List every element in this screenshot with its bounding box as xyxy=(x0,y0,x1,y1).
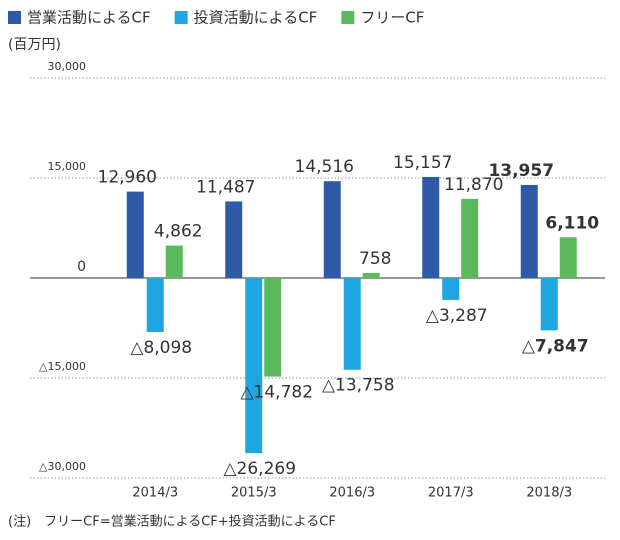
bar xyxy=(520,184,538,278)
bar xyxy=(146,278,164,332)
y-tick-label: 15,000 xyxy=(48,160,87,173)
legend-swatch xyxy=(8,11,21,24)
value-label: 6,110 xyxy=(545,213,599,233)
y-tick-label: △15,000 xyxy=(39,360,86,373)
x-tick-label: 2014/3 xyxy=(132,486,178,501)
bar xyxy=(126,191,144,278)
y-tick-label: △30,000 xyxy=(39,460,86,473)
note: (注) フリーCF=営業活動によるCF+投資活動によるCF xyxy=(8,514,336,530)
x-tick-label: 2017/3 xyxy=(428,486,474,501)
x-tick-label: 2015/3 xyxy=(231,486,277,501)
legend-label: フリーCF xyxy=(360,9,424,27)
bar xyxy=(343,278,361,370)
legend-swatch xyxy=(174,11,188,24)
value-label: 15,157 xyxy=(393,153,452,173)
bar xyxy=(422,176,440,278)
bar xyxy=(442,278,460,300)
y-tick-label: 30,000 xyxy=(48,60,87,73)
y-tick-label: 0 xyxy=(77,259,86,275)
bar xyxy=(559,237,577,278)
value-label: 12,960 xyxy=(98,168,157,188)
value-label: 4,862 xyxy=(154,222,203,242)
value-label: △3,287 xyxy=(426,306,488,326)
value-label: 11,870 xyxy=(444,175,503,195)
value-label: △14,782 xyxy=(240,383,313,403)
bar xyxy=(362,272,380,278)
x-tick-label: 2018/3 xyxy=(526,486,572,501)
y-axis-label: (百万円) xyxy=(8,37,61,53)
value-label: △26,269 xyxy=(223,459,296,479)
bar xyxy=(165,245,183,278)
bar xyxy=(225,201,243,278)
bar xyxy=(461,198,479,278)
value-label: △7,847 xyxy=(522,336,589,356)
value-label: 14,516 xyxy=(295,157,354,177)
legend-label: 営業活動によるCF xyxy=(27,9,151,27)
legend-swatch xyxy=(341,11,355,24)
bar xyxy=(540,278,558,331)
bar xyxy=(323,181,341,278)
value-label: 11,487 xyxy=(196,177,255,197)
bar xyxy=(245,278,263,454)
bar xyxy=(264,278,282,377)
legend-label: 投資活動によるCF xyxy=(194,9,318,27)
value-label: △13,758 xyxy=(322,376,395,396)
value-label: △8,098 xyxy=(130,338,192,358)
x-tick-label: 2016/3 xyxy=(329,486,375,501)
value-label: 13,957 xyxy=(488,161,554,181)
value-label: 758 xyxy=(359,249,391,269)
